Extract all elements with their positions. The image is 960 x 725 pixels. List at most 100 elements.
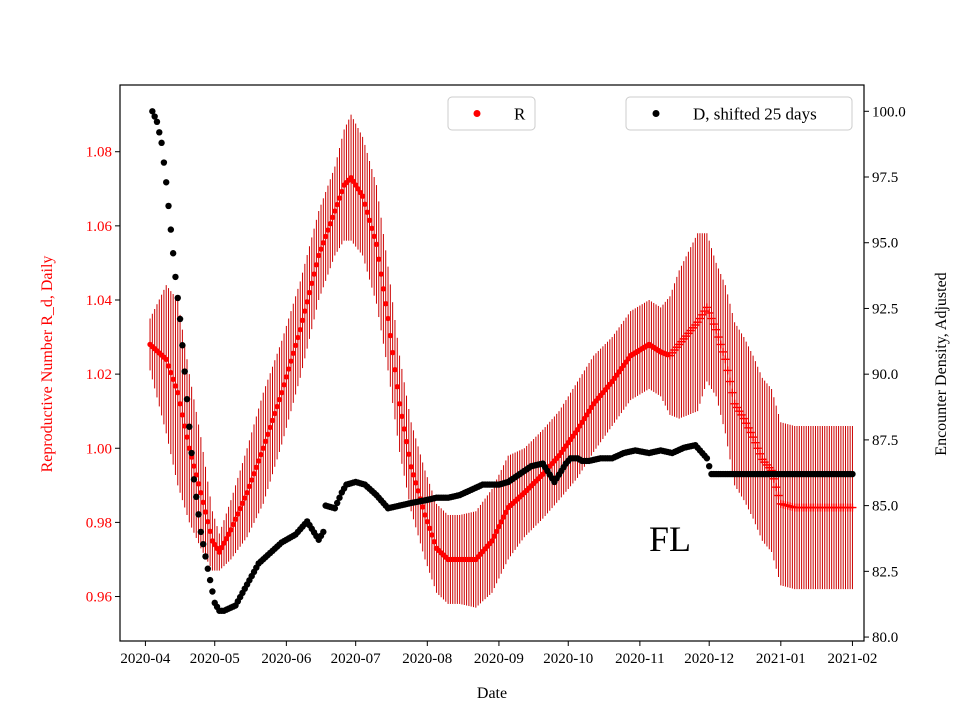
r-point (244, 490, 250, 496)
r-point (329, 214, 336, 221)
r-point (281, 382, 287, 388)
r-point (251, 470, 257, 477)
d-point (331, 505, 339, 512)
y-right-tick-label: 80.0 (872, 630, 898, 646)
d-point (197, 528, 205, 536)
d-point (703, 455, 711, 462)
d-point (163, 179, 170, 186)
r-point (424, 518, 431, 525)
d-point (320, 528, 327, 536)
r-point (373, 241, 380, 248)
r-point (376, 256, 382, 262)
x-tick-label: 2020-06 (261, 651, 311, 667)
y-left-tick-label: 1.08 (86, 145, 112, 161)
r-point (279, 389, 285, 396)
r-point (498, 519, 504, 525)
y-right-tick-label: 97.5 (872, 170, 898, 186)
r-point (177, 401, 183, 407)
r-point (396, 401, 403, 407)
r-point (369, 225, 375, 232)
r-point (318, 246, 324, 252)
r-point (316, 252, 322, 259)
d-point (199, 540, 207, 548)
r-point (237, 505, 243, 512)
r-point (431, 538, 437, 545)
r-point (334, 201, 340, 208)
d-point (202, 553, 209, 560)
r-point (325, 227, 331, 233)
y-right-tick-label: 82.5 (872, 564, 898, 580)
r-point (422, 512, 428, 518)
r-point (392, 366, 398, 373)
r-point (362, 201, 368, 207)
legend-d: D, shifted 25 days (625, 96, 853, 131)
r-point (306, 289, 313, 296)
r-point (269, 417, 276, 424)
x-tick-label: 2020-10 (543, 651, 593, 667)
r-point (320, 240, 327, 246)
r-point (253, 464, 260, 471)
d-point (156, 129, 163, 136)
r-point (216, 549, 223, 555)
d-point (169, 250, 177, 257)
d-point (206, 576, 214, 584)
d-point (195, 511, 202, 518)
y-right-tick-label: 90.0 (872, 367, 898, 383)
r-point (274, 403, 280, 410)
r-point (311, 271, 317, 277)
d-point (167, 226, 175, 233)
r-point (394, 384, 400, 390)
r-point (288, 358, 294, 364)
r-point (426, 525, 433, 532)
r-point (313, 262, 320, 268)
y-axis-right-label: Encounter Density, Adjusted (933, 272, 950, 455)
r-point (297, 326, 303, 333)
r-point (489, 538, 495, 544)
x-tick-label: 2021-02 (827, 651, 877, 667)
r-point (366, 217, 373, 223)
r-point (493, 528, 500, 535)
r-point (181, 423, 188, 429)
r-point (292, 342, 299, 349)
d-point (849, 470, 856, 478)
r-point (272, 410, 278, 417)
r-point (165, 363, 172, 369)
r-point (163, 356, 169, 362)
r-point (191, 463, 197, 469)
legend-d-box (625, 96, 853, 131)
r-point (186, 445, 193, 451)
r-point (283, 374, 290, 380)
y-left-tick-label: 1.04 (86, 293, 113, 309)
r-point (385, 315, 391, 322)
d-point (176, 315, 184, 323)
r-point (309, 280, 315, 287)
d-point (336, 494, 343, 501)
r-point (327, 221, 333, 227)
d-point (181, 368, 188, 375)
d-point (149, 108, 156, 115)
r-point (383, 300, 389, 307)
d-point (183, 395, 191, 403)
d-point (174, 294, 181, 302)
r-point (399, 413, 405, 420)
r-point (205, 518, 211, 525)
r-point (172, 383, 179, 389)
r-point (336, 195, 343, 201)
legend-r-marker (473, 110, 481, 117)
d-point (705, 462, 713, 470)
r-point (419, 504, 426, 510)
r-point (221, 540, 227, 546)
d-point (151, 113, 158, 120)
legend-d-label: D, shifted 25 days (693, 105, 817, 124)
r-point (168, 369, 174, 376)
axes-layer: 2020-04 2020-05 2020-06 2020-07 2020-08 2020-… (86, 104, 906, 667)
r-point (218, 544, 225, 551)
d-point (165, 202, 172, 210)
r-point (179, 412, 186, 418)
x-tick-label: 2020-08 (402, 651, 452, 667)
r-point (223, 535, 229, 542)
r-point (380, 286, 387, 292)
r-point (175, 389, 181, 396)
r-point (267, 424, 273, 431)
